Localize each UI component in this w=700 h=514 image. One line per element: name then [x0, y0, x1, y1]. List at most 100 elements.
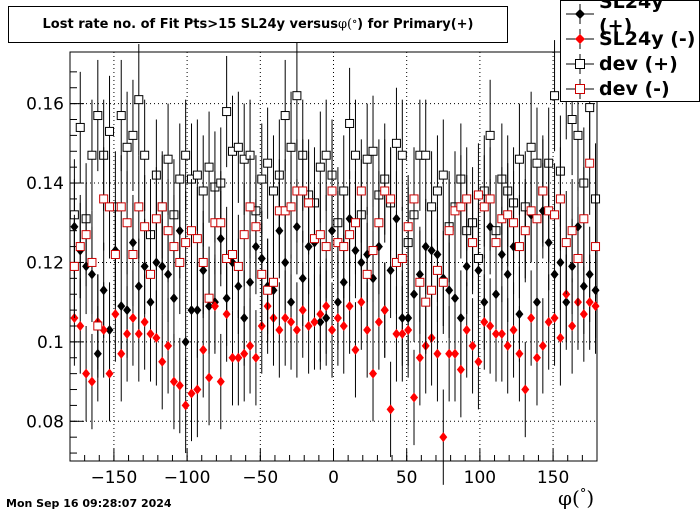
data-point — [438, 170, 448, 180]
data-point — [527, 313, 536, 324]
data-point — [246, 277, 255, 288]
title-tail: ) for Primary(+) — [357, 17, 474, 32]
data-point — [93, 321, 103, 331]
x-tick-label: 0 — [328, 468, 339, 488]
data-point — [82, 368, 91, 379]
data-point — [140, 317, 149, 328]
x-axis-label-degree: ° — [579, 486, 587, 502]
data-point — [503, 269, 512, 280]
data-point — [568, 320, 577, 331]
data-point — [128, 313, 137, 324]
data-point — [122, 218, 132, 228]
data-point — [192, 234, 202, 244]
data-point — [251, 222, 261, 232]
data-point — [550, 91, 560, 101]
data-point — [345, 230, 355, 240]
data-point — [591, 242, 601, 252]
data-point — [444, 226, 454, 236]
data-point — [163, 154, 173, 164]
data-point — [573, 253, 583, 263]
data-point — [280, 111, 290, 121]
data-point — [561, 238, 571, 248]
data-point — [380, 186, 390, 196]
data-point — [286, 202, 296, 212]
data-point — [369, 368, 378, 379]
data-point — [175, 380, 184, 391]
data-point — [350, 218, 360, 228]
data-point — [451, 293, 460, 304]
data-point — [292, 324, 301, 335]
data-point — [491, 238, 501, 248]
data-point — [322, 301, 331, 312]
data-point — [76, 320, 85, 331]
data-point — [99, 194, 109, 204]
data-point — [532, 297, 541, 308]
data-point — [468, 238, 478, 248]
data-point — [585, 158, 595, 168]
data-point — [409, 194, 419, 204]
data-point — [169, 376, 178, 387]
data-point — [234, 352, 243, 363]
data-point — [532, 158, 542, 168]
data-point — [105, 126, 115, 136]
data-point — [339, 242, 349, 252]
data-point — [550, 313, 559, 324]
data-point — [415, 352, 424, 363]
x-tick-label: −100 — [164, 468, 211, 488]
data-point — [116, 202, 126, 212]
data-point — [410, 392, 419, 403]
x-tick-label: −50 — [242, 468, 278, 488]
data-point — [298, 186, 308, 196]
data-point — [398, 328, 407, 339]
data-point — [227, 250, 237, 260]
title-main: Lost rate no. of Fit Pts>15 SL24y versus — [42, 17, 338, 32]
data-point — [509, 218, 519, 228]
data-point — [315, 230, 325, 240]
data-point — [351, 344, 360, 355]
data-point — [503, 340, 512, 351]
legend-item-dev-minus: dev (-) — [561, 77, 700, 101]
x-tick-label: −150 — [91, 468, 138, 488]
data-point — [181, 238, 191, 248]
data-point — [456, 364, 465, 375]
legend-symbol-red-square — [561, 77, 599, 101]
x-tick-label: 150 — [537, 468, 569, 488]
chart-title: Lost rate no. of Fit Pts>15 SL24y versus… — [8, 6, 508, 43]
data-point — [327, 186, 337, 196]
series-0 — [70, 163, 600, 402]
data-point — [222, 107, 232, 117]
data-point — [439, 432, 448, 443]
data-point — [526, 142, 536, 152]
data-point — [251, 352, 260, 363]
data-point — [117, 348, 126, 359]
data-point — [123, 328, 132, 339]
data-point — [87, 257, 97, 267]
data-point — [246, 340, 255, 351]
data-point — [380, 305, 389, 316]
data-point — [386, 194, 396, 204]
x-axis-label-close: ) — [586, 486, 595, 510]
data-point — [404, 324, 413, 335]
data-point — [105, 368, 114, 379]
data-point — [356, 186, 366, 196]
data-point — [456, 313, 465, 324]
x-axis: −150 −100 −50 0 50 100 150 — [69, 449, 598, 488]
data-point — [164, 340, 173, 351]
data-point — [485, 130, 495, 140]
series-layer — [69, 28, 601, 485]
data-point — [421, 241, 430, 252]
data-point — [473, 253, 483, 263]
data-point — [239, 230, 249, 240]
data-point — [310, 317, 319, 328]
data-point — [567, 115, 577, 125]
data-point — [281, 313, 290, 324]
data-point — [257, 269, 267, 279]
data-point — [210, 301, 219, 312]
data-point — [362, 154, 372, 164]
data-point — [233, 261, 243, 271]
data-point — [415, 277, 425, 287]
x-axis-label-phi: φ( — [558, 486, 580, 510]
y-tick-label: 0.08 — [26, 412, 64, 432]
data-point — [240, 348, 249, 359]
data-point — [345, 301, 354, 312]
